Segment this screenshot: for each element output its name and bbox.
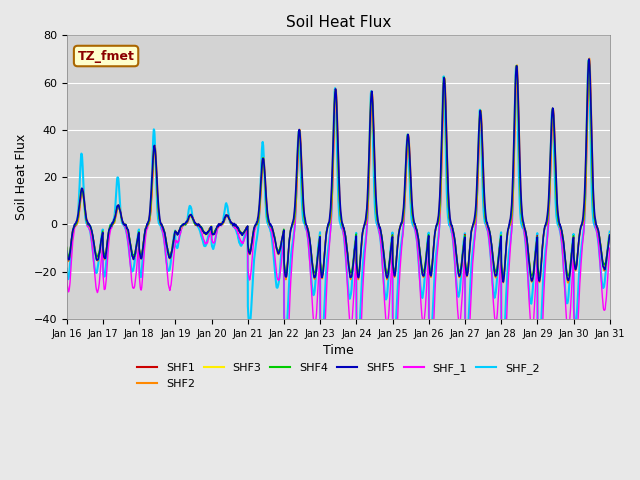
Line: SHF_2: SHF_2 [67, 60, 610, 351]
SHF_2 [214, 224, 222, 229]
SHF_2 [573, 309, 581, 314]
SHF1 [496, 243, 504, 249]
SHF4 [214, 222, 222, 228]
SHF3 [606, 231, 614, 237]
SHF5 [573, 259, 581, 264]
SHF1 [499, 276, 507, 282]
SHF4 [354, 268, 362, 274]
SHF3 [496, 243, 504, 249]
SHF_1 [558, 242, 566, 248]
SHF1 [365, 144, 373, 150]
SHF3 [365, 126, 373, 132]
SHF_1 [354, 357, 362, 363]
SHF_2 [558, 242, 566, 248]
X-axis label: Time: Time [323, 344, 354, 357]
SHF5 [496, 243, 504, 249]
Text: TZ_fmet: TZ_fmet [77, 49, 134, 62]
SHF2 [214, 223, 222, 229]
SHF1 [573, 256, 581, 262]
SHF1 [558, 228, 566, 234]
SHF5 [214, 223, 222, 229]
SHF4 [63, 244, 70, 250]
SHF2 [573, 260, 581, 266]
SHF4 [365, 140, 373, 146]
SHF_1 [496, 270, 504, 276]
SHF_2 [499, 348, 507, 354]
Line: SHF3: SHF3 [67, 59, 610, 279]
SHF3 [585, 56, 593, 62]
SHF4 [585, 57, 593, 63]
SHF1 [606, 232, 614, 238]
Line: SHF4: SHF4 [67, 60, 610, 276]
Y-axis label: Soil Heat Flux: Soil Heat Flux [15, 134, 28, 220]
SHF_2 [606, 229, 614, 235]
SHF_1 [365, 156, 373, 162]
SHF_1 [63, 275, 70, 280]
SHF3 [558, 229, 566, 235]
SHF5 [63, 248, 70, 254]
SHF2 [365, 162, 373, 168]
SHF1 [354, 272, 362, 278]
Line: SHF_1: SHF_1 [67, 68, 610, 376]
SHF4 [573, 255, 581, 261]
SHF5 [365, 132, 373, 138]
SHF2 [354, 275, 362, 280]
Line: SHF5: SHF5 [67, 59, 610, 282]
SHF1 [63, 245, 70, 251]
SHF_2 [354, 339, 362, 345]
Line: SHF2: SHF2 [67, 58, 610, 283]
SHF3 [214, 223, 222, 228]
SHF4 [496, 241, 504, 247]
SHF_2 [585, 58, 593, 63]
SHF4 [558, 229, 566, 235]
SHF5 [354, 273, 362, 279]
SHF4 [536, 273, 543, 279]
Legend: SHF1, SHF2, SHF3, SHF4, SHF5, SHF_1, SHF_2: SHF1, SHF2, SHF3, SHF4, SHF5, SHF_1, SHF… [132, 359, 544, 393]
SHF5 [606, 232, 614, 238]
SHF2 [558, 229, 566, 235]
SHF5 [558, 230, 566, 236]
SHF5 [500, 279, 508, 285]
Line: SHF1: SHF1 [67, 59, 610, 279]
SHF2 [496, 243, 504, 249]
SHF4 [606, 232, 614, 238]
SHF1 [586, 56, 593, 62]
SHF5 [585, 56, 593, 62]
Title: Soil Heat Flux: Soil Heat Flux [285, 15, 391, 30]
SHF_1 [500, 373, 508, 379]
SHF_2 [496, 239, 504, 245]
SHF3 [573, 256, 581, 262]
SHF3 [63, 246, 70, 252]
SHF_1 [586, 65, 593, 71]
SHF_1 [214, 225, 222, 231]
SHF2 [564, 280, 572, 286]
SHF2 [606, 231, 614, 237]
SHF_2 [63, 266, 70, 272]
SHF_2 [365, 136, 373, 142]
SHF3 [564, 276, 572, 282]
SHF1 [214, 224, 222, 230]
SHF3 [354, 271, 362, 277]
SHF2 [586, 55, 593, 61]
SHF2 [63, 248, 70, 253]
SHF_1 [573, 335, 581, 340]
SHF_1 [606, 245, 614, 251]
